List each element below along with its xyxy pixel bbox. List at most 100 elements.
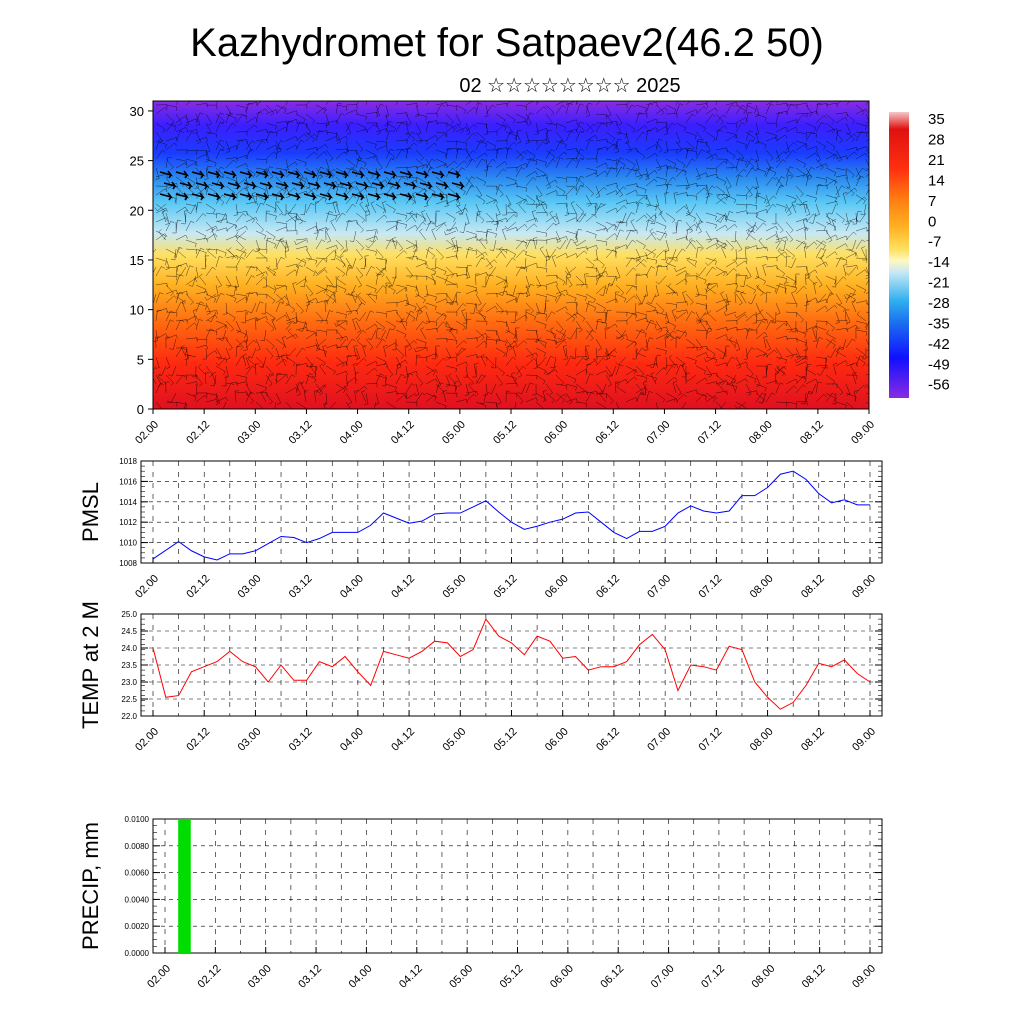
wind-barb (215, 227, 227, 232)
wind-barb (479, 312, 487, 322)
wind-barb-flag (236, 255, 238, 260)
wind-barb (675, 101, 679, 106)
wind-barb-flag (378, 167, 383, 171)
wind-barb-flag (640, 373, 645, 377)
wind-barb-flag (535, 352, 538, 357)
wind-barb (825, 201, 837, 205)
wind-barb-flag (416, 103, 418, 108)
wind-barb-flag (508, 148, 513, 150)
jet-barb (211, 181, 226, 190)
wind-barb-flag (407, 123, 412, 126)
wind-barb (721, 247, 727, 259)
wind-barb-flag (634, 376, 638, 381)
wind-barb (815, 221, 826, 228)
wind-barb-flag (353, 363, 358, 365)
wind-barb-flag (418, 140, 423, 144)
wind-barb (175, 176, 185, 184)
wind-barb-flag (473, 393, 477, 398)
wind-barb (271, 319, 277, 331)
wind-barb (545, 190, 557, 196)
wind-barb (815, 239, 826, 246)
wind-barb (400, 320, 407, 331)
wind-barb-flag (552, 156, 555, 160)
wind-barb-flag (421, 165, 425, 170)
wind-barb-flag (213, 191, 216, 196)
jet-barb (415, 192, 430, 201)
wind-barb (685, 212, 696, 219)
wind-barb (455, 361, 467, 367)
wind-barb (605, 131, 616, 139)
wind-barb-flag (194, 322, 198, 326)
wind-barb (255, 202, 261, 214)
wind-barb (815, 176, 827, 180)
wind-barb-flag (482, 201, 486, 205)
wind-barb-flag (215, 134, 218, 139)
wind-barb (245, 217, 257, 223)
wind-barb (805, 131, 813, 142)
wind-barb (395, 287, 406, 295)
wind-barb-flag (274, 244, 277, 249)
wind-barb (805, 297, 816, 304)
wind-barb-flag (564, 151, 568, 156)
wind-barb (785, 337, 797, 340)
wind-barb (395, 250, 405, 259)
wind-barb (315, 151, 325, 160)
wind-barb-flag (681, 363, 685, 368)
wind-barb-flag (335, 254, 340, 258)
wind-barb-flag (241, 257, 245, 260)
wind-barb (575, 369, 586, 376)
wind-barb-flag (645, 377, 647, 382)
wind-barb (335, 167, 346, 174)
wind-barb-flag (580, 103, 584, 106)
wind-barb-flag (698, 221, 703, 225)
wind-barb-flag (707, 240, 712, 243)
wind-barb-flag (434, 394, 438, 399)
wind-barb-flag (807, 274, 811, 278)
wind-barb-flag (638, 202, 643, 204)
wind-barb-flag (161, 266, 165, 269)
wind-barb-flag (185, 161, 188, 166)
wind-barb (225, 293, 237, 299)
wind-barb (285, 144, 296, 151)
wind-barb (555, 104, 563, 115)
wind-barb-flag (574, 242, 578, 247)
wind-barb (425, 142, 435, 151)
wind-barb-flag (582, 390, 586, 394)
wind-barb (235, 293, 247, 297)
wind-barb-flag (816, 373, 821, 376)
wind-barb (275, 120, 287, 124)
wind-barb-flag (451, 237, 456, 240)
wind-barb-flag (853, 231, 857, 235)
wind-barb-flag (162, 210, 167, 212)
wind-barb (355, 330, 363, 340)
wind-barb-flag (465, 143, 468, 148)
wind-barb (865, 311, 869, 313)
wind-barb (465, 365, 468, 377)
wind-barb (731, 382, 737, 394)
wind-barb-flag (195, 206, 198, 211)
wind-barb (325, 245, 337, 250)
wind-barb-flag (352, 195, 357, 199)
wind-barb (585, 194, 592, 205)
wind-barb (685, 158, 693, 169)
wind-barb (505, 382, 517, 385)
wind-barb-flag (724, 311, 726, 316)
wind-barb (775, 401, 787, 403)
wind-barb (625, 122, 636, 130)
wind-barb-flag (235, 235, 238, 240)
wind-barb-flag (699, 220, 704, 223)
wind-barb-flag (178, 123, 182, 126)
wind-barb-flag (533, 237, 538, 239)
wind-barb (485, 194, 496, 201)
wind-barb (785, 385, 795, 394)
wind-barb (775, 302, 781, 314)
wind-barb (205, 212, 217, 215)
wind-barb (645, 374, 657, 379)
wind-barb (375, 274, 379, 286)
wind-barb-flag (826, 329, 829, 334)
wind-barb-flag (345, 106, 348, 111)
wind-barb-flag (184, 358, 189, 360)
wind-barb (845, 147, 857, 151)
wind-barb (755, 275, 766, 282)
wind-barb (155, 167, 160, 179)
